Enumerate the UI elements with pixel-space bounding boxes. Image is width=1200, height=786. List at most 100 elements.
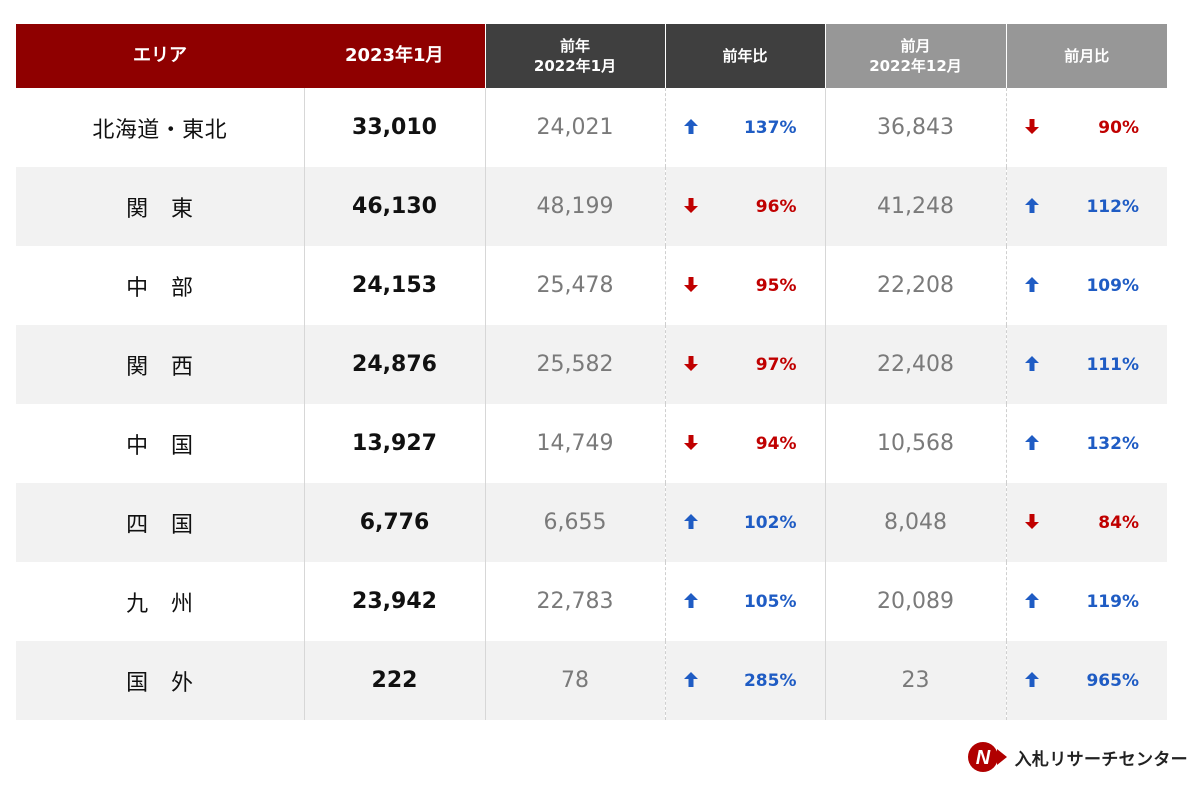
down-arrow-icon — [683, 355, 698, 371]
mom-cell: 90% — [1005, 88, 1167, 167]
down-arrow-icon — [683, 276, 698, 292]
current-value-cell: 23,942 — [303, 562, 485, 641]
mom-cell: 119% — [1005, 562, 1167, 641]
header-current: 2023年1月 — [304, 24, 485, 88]
up-arrow-icon — [1024, 671, 1039, 687]
prev-month-cell: 41,248 — [824, 167, 1006, 246]
up-arrow-icon — [1024, 197, 1039, 213]
mom-cell-value: 132% — [1086, 433, 1139, 454]
mom-cell-value: 90% — [1098, 117, 1139, 138]
yoy-cell: 94% — [664, 404, 825, 483]
up-arrow-icon — [1024, 355, 1039, 371]
header-prev-year-sub: 2022年1月 — [533, 57, 617, 75]
current-value-cell: 13,927 — [303, 404, 485, 483]
prev-year-cell: 25,478 — [484, 246, 665, 325]
mom-cell: 109% — [1005, 246, 1167, 325]
up-arrow-icon — [683, 118, 698, 134]
current-value-cell: 24,153 — [303, 246, 485, 325]
mom-cell-value: 965% — [1086, 670, 1139, 691]
prev-month-cell: 8,048 — [824, 483, 1006, 562]
prev-month-cell: 20,089 — [824, 562, 1006, 641]
logo-mark-icon: N — [967, 742, 1007, 772]
up-arrow-icon — [683, 671, 698, 687]
table-row: 中 部 24,153 25,478 95% 22,208 109% — [16, 246, 1167, 325]
area-cell: 中 部 — [126, 275, 194, 301]
prev-year-cell: 25,582 — [484, 325, 665, 404]
table-row: 中 国 13,927 14,749 94% 10,568 132% — [16, 404, 1167, 483]
mom-cell-value: 112% — [1086, 196, 1139, 217]
yoy-cell: 97% — [664, 325, 825, 404]
current-value-cell: 6,776 — [303, 483, 485, 562]
down-arrow-icon — [683, 434, 698, 450]
prev-year-cell: 24,021 — [484, 88, 665, 167]
area-cell: 北海道・東北 — [92, 117, 228, 143]
yoy-cell: 96% — [664, 167, 825, 246]
mom-cell-value: 84% — [1098, 512, 1139, 533]
mom-cell-value: 111% — [1086, 354, 1139, 375]
prev-year-cell: 22,783 — [484, 562, 665, 641]
yoy-cell: 105% — [664, 562, 825, 641]
mom-cell: 84% — [1005, 483, 1167, 562]
logo-text: 入札リサーチセンター — [1014, 749, 1188, 770]
up-arrow-icon — [683, 592, 698, 608]
area-cell: 国 外 — [16, 641, 304, 720]
prev-month-cell: 10,568 — [824, 404, 1006, 483]
up-arrow-icon — [1024, 276, 1039, 292]
yoy-cell-value: 95% — [755, 275, 797, 296]
prev-year-cell: 6,655 — [484, 483, 665, 562]
down-arrow-icon — [683, 197, 698, 213]
yoy-cell: 137% — [664, 88, 825, 167]
header-prev-month: 前月 2022年12月 — [824, 24, 1006, 88]
header-yoy: 前年比 — [664, 24, 825, 88]
table-row: 関 東 46,130 48,199 96% 41,248 112% — [16, 167, 1167, 246]
area-cell: 九 州 — [126, 591, 194, 617]
yoy-cell-value: 285% — [743, 670, 797, 691]
area-cell: 中 国 — [126, 433, 194, 459]
data-table: エリア 2023年1月 前年 2022年1月 前年比 前月 2022年12月 前… — [16, 24, 1167, 720]
table-body: 北海道・東北 33,010 24,021 137% 36,843 90% 関 東 46,130… — [16, 88, 1167, 720]
table-row: 関 西 24,876 25,582 97% 22,408 111% — [16, 325, 1167, 404]
yoy-cell: 102% — [664, 483, 825, 562]
logo: N 入札リサーチセンター — [967, 740, 1188, 774]
up-arrow-icon — [683, 513, 698, 529]
current-value-cell: 222 — [303, 641, 485, 720]
yoy-cell-value: 102% — [743, 512, 797, 533]
table-row: 四 国 6,776 6,655 102% 8,048 84% — [16, 483, 1167, 562]
table-row: 九 州 23,942 22,783 105% 20,089 119% — [16, 562, 1167, 641]
mom-cell: 111% — [1005, 325, 1167, 404]
up-arrow-icon — [1024, 434, 1039, 450]
prev-year-cell: 48,199 — [484, 167, 665, 246]
down-arrow-icon — [1024, 513, 1039, 529]
mom-cell-value: 119% — [1086, 591, 1139, 612]
yoy-cell-value: 94% — [755, 433, 797, 454]
header-area: エリア — [16, 24, 304, 88]
down-arrow-icon — [1024, 118, 1039, 134]
current-value-cell: 33,010 — [303, 88, 485, 167]
yoy-cell-value: 137% — [743, 117, 797, 138]
up-arrow-icon — [1024, 592, 1039, 608]
mom-cell: 132% — [1005, 404, 1167, 483]
prev-month-cell: 22,208 — [824, 246, 1006, 325]
prev-month-cell: 23 — [824, 641, 1006, 720]
logo-mark-letter: N — [975, 747, 990, 769]
header-prev-year-label: 前年 — [559, 36, 590, 55]
table-header: エリア 2023年1月 前年 2022年1月 前年比 前月 2022年12月 前… — [16, 24, 1167, 88]
mom-cell-value: 109% — [1086, 275, 1139, 296]
yoy-cell: 285% — [664, 641, 825, 720]
yoy-cell-value: 105% — [743, 591, 797, 612]
mom-cell: 965% — [1005, 641, 1167, 720]
prev-month-cell: 22,408 — [824, 325, 1006, 404]
current-value-cell: 46,130 — [303, 167, 485, 246]
current-value-cell: 24,876 — [303, 325, 485, 404]
header-prev-year: 前年 2022年1月 — [484, 24, 665, 88]
header-prev-month-label: 前月 — [900, 36, 931, 55]
prev-year-cell: 14,749 — [484, 404, 665, 483]
prev-month-cell: 36,843 — [824, 88, 1006, 167]
header-prev-month-sub: 2022年12月 — [869, 57, 962, 75]
prev-year-cell: 78 — [484, 641, 665, 720]
area-cell: 四 国 — [16, 483, 304, 562]
table-row: 国 外 222 78 285% 23 965% — [16, 641, 1167, 720]
area-cell: 関 西 — [16, 325, 304, 404]
area-cell: 関 東 — [16, 167, 304, 246]
header-mom: 前月比 — [1005, 24, 1167, 88]
